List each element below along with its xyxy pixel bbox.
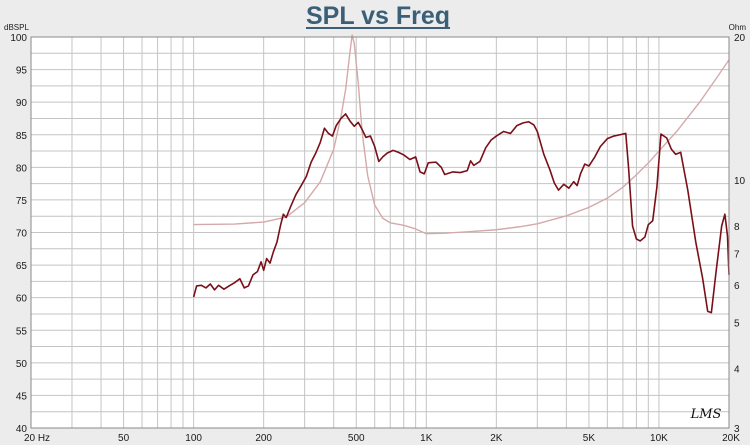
right-axis-unit: Ohm <box>729 23 747 32</box>
y-right-tick-label: 20 <box>734 33 746 44</box>
chart-title: SPL vs Freq <box>306 2 450 30</box>
y-left-tick-label: 45 <box>16 391 28 402</box>
y-left-tick-label: 100 <box>10 33 27 44</box>
x-tick-label: 5K <box>583 433 596 444</box>
plot-frame <box>30 36 730 429</box>
y-right-tick-label: 5 <box>734 319 740 330</box>
spl-series-line <box>192 113 730 314</box>
y-right-tick-label: 6 <box>734 281 740 292</box>
y-left-tick-label: 50 <box>16 359 28 370</box>
y-left-tick-label: 55 <box>16 326 28 337</box>
x-tick-label: 200 <box>255 433 272 444</box>
y-right-tick-label: 3 <box>734 424 740 435</box>
y-left-tick-label: 60 <box>16 294 28 305</box>
y-left-tick-label: 95 <box>16 66 28 77</box>
x-tick-label: 2K <box>490 433 503 444</box>
y-left-tick-label: 75 <box>16 196 28 207</box>
y-right-tick-label: 7 <box>734 249 740 260</box>
y-left-tick-label: 90 <box>16 98 28 109</box>
x-tick-label: 10K <box>650 433 668 444</box>
impedance-series-line <box>193 34 730 235</box>
left-axis-unit: dBSPL <box>4 23 29 32</box>
x-tick-label: 500 <box>348 433 365 444</box>
x-tick-label: 20 Hz <box>24 433 50 444</box>
grid <box>30 36 730 429</box>
y-left-tick-label: 65 <box>16 261 28 272</box>
y-left-tick-label: 85 <box>16 131 28 142</box>
y-right-tick-label: 4 <box>734 365 740 376</box>
y-left-tick-label: 80 <box>16 163 28 174</box>
series-layer <box>192 34 730 314</box>
y-right-tick-label: 10 <box>734 176 746 187</box>
y-left-tick-label: 40 <box>16 424 28 435</box>
lms-logo: LMS <box>690 407 722 422</box>
y-left-tick-label: 70 <box>16 229 28 240</box>
x-tick-label: 20K <box>722 433 740 444</box>
x-tick-label: 1K <box>420 433 433 444</box>
axes: 20 Hz 50 100 200 500 1K 2K 5K 10K 20K404550556065… <box>10 33 745 444</box>
y-right-tick-label: 8 <box>734 222 740 233</box>
x-tick-label: 50 <box>118 433 130 444</box>
x-tick-label: 100 <box>185 433 202 444</box>
